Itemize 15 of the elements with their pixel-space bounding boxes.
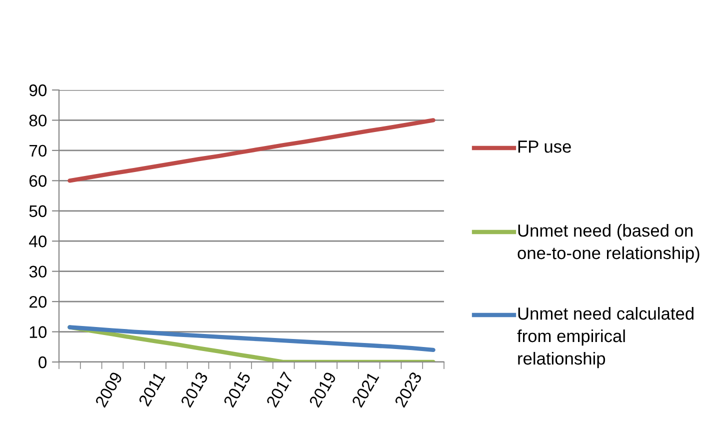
y-tick-label: 30 (29, 266, 47, 278)
y-tick-label: 90 (29, 84, 47, 96)
legend-label: Unmet need calculated from empirical relationship (517, 307, 694, 368)
line-series (68, 118, 436, 183)
line-series (68, 325, 436, 352)
y-tick-label: 70 (30, 144, 47, 157)
legend-label: FP use (518, 140, 571, 153)
y-tick-label: 20 (29, 296, 47, 308)
y-tick-label: 80 (29, 114, 47, 126)
legend-label: Unmet need (based on one-to-one relationship) (518, 224, 700, 263)
y-tick-label: 60 (30, 175, 47, 187)
y-tick-label: 10 (30, 326, 47, 338)
y-tick-label: 0 (38, 356, 47, 368)
y-tick-label: 50 (29, 205, 47, 218)
y-tick-label: 40 (29, 236, 47, 248)
